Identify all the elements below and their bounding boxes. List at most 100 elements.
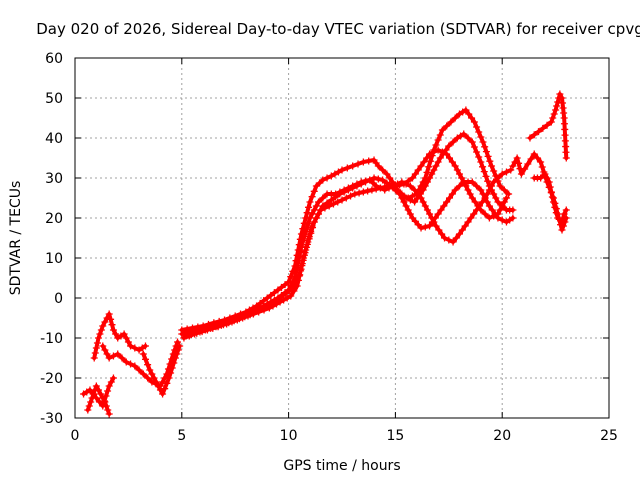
data-point [494,198,502,206]
data-point [496,206,504,214]
data-point [477,206,485,214]
data-point [101,318,109,326]
data-point [219,321,227,329]
data-point [460,178,468,186]
data-point [426,222,434,230]
data-point [425,163,433,171]
data-point [428,170,436,178]
y-tick-label: 30 [45,171,63,187]
data-point [464,218,472,226]
data-point [135,366,143,374]
y-tick-label: 60 [45,51,63,67]
data-point [470,118,478,126]
data-point [323,174,331,182]
data-point [296,247,304,255]
grid-lines [75,58,609,418]
data-point [99,322,107,330]
data-point [148,370,156,378]
data-point [468,194,476,202]
data-point [446,194,454,202]
data-point [305,235,313,243]
data-point [182,332,190,340]
data-point [481,210,489,218]
data-point [91,349,99,357]
data-point [498,216,506,224]
data-point [543,121,551,129]
data-point [108,321,116,329]
data-point [562,206,570,214]
data-point [562,154,570,162]
data-point [490,212,498,220]
data-point [430,148,438,156]
axis-ticks: 0 5 10 15 20 25 -30 -20 -10 0 10 20 30 40 50 60 [40,51,618,444]
data-point [547,118,555,126]
data-point [344,186,352,194]
data-point [477,186,485,194]
data-point [131,362,139,370]
data-point [301,231,309,239]
data-point [105,354,113,362]
data-point [283,294,291,302]
data-point [370,174,378,182]
data-point [488,206,496,214]
data-point [552,209,560,217]
data-point [455,230,463,238]
data-point [263,294,271,302]
data-point [430,166,438,174]
data-point [165,374,173,382]
data-point [374,175,382,183]
data-point [556,90,564,98]
data-point [159,390,167,398]
data-point [105,382,113,390]
data-point [484,177,492,185]
data-point [492,194,500,202]
data-point [419,198,427,206]
data-point [343,164,351,172]
data-point [124,338,132,346]
data-point [548,193,556,201]
x-tick-label: 5 [177,428,186,444]
data-point [470,210,478,218]
data-point [353,182,361,190]
x-tick-label: 15 [386,428,404,444]
data-point [280,296,288,304]
data-point [287,273,295,281]
x-axis-label: GPS time / hours [283,458,400,474]
data-point [481,143,489,151]
data-point [470,143,478,151]
data-point [413,190,421,198]
data-point [96,330,104,338]
data-point [187,331,195,339]
series-trace-13 [526,90,570,162]
data-point [342,194,350,202]
x-tick-label: 25 [600,428,618,444]
data-point [368,186,376,194]
data-point [434,136,442,144]
data-point [92,394,100,402]
data-point [486,157,494,165]
data-point [299,236,307,244]
data-point [340,188,348,196]
data-point [109,352,117,360]
data-point [303,240,311,248]
data-point [173,350,181,358]
series-trace-4 [99,338,182,390]
data-point [141,342,149,350]
data-point [475,128,483,136]
data-point [90,354,98,362]
data-point [432,222,440,230]
series-trace-5 [139,342,184,398]
data-point [287,292,295,300]
data-point [278,292,286,300]
data-point [415,186,423,194]
data-point [460,130,468,138]
data-point [118,354,126,362]
data-point [310,218,318,226]
data-point [479,163,487,171]
data-point [361,178,369,186]
data-point [549,198,557,206]
data-point [530,150,538,158]
data-point [541,170,549,178]
data-point [417,162,425,170]
